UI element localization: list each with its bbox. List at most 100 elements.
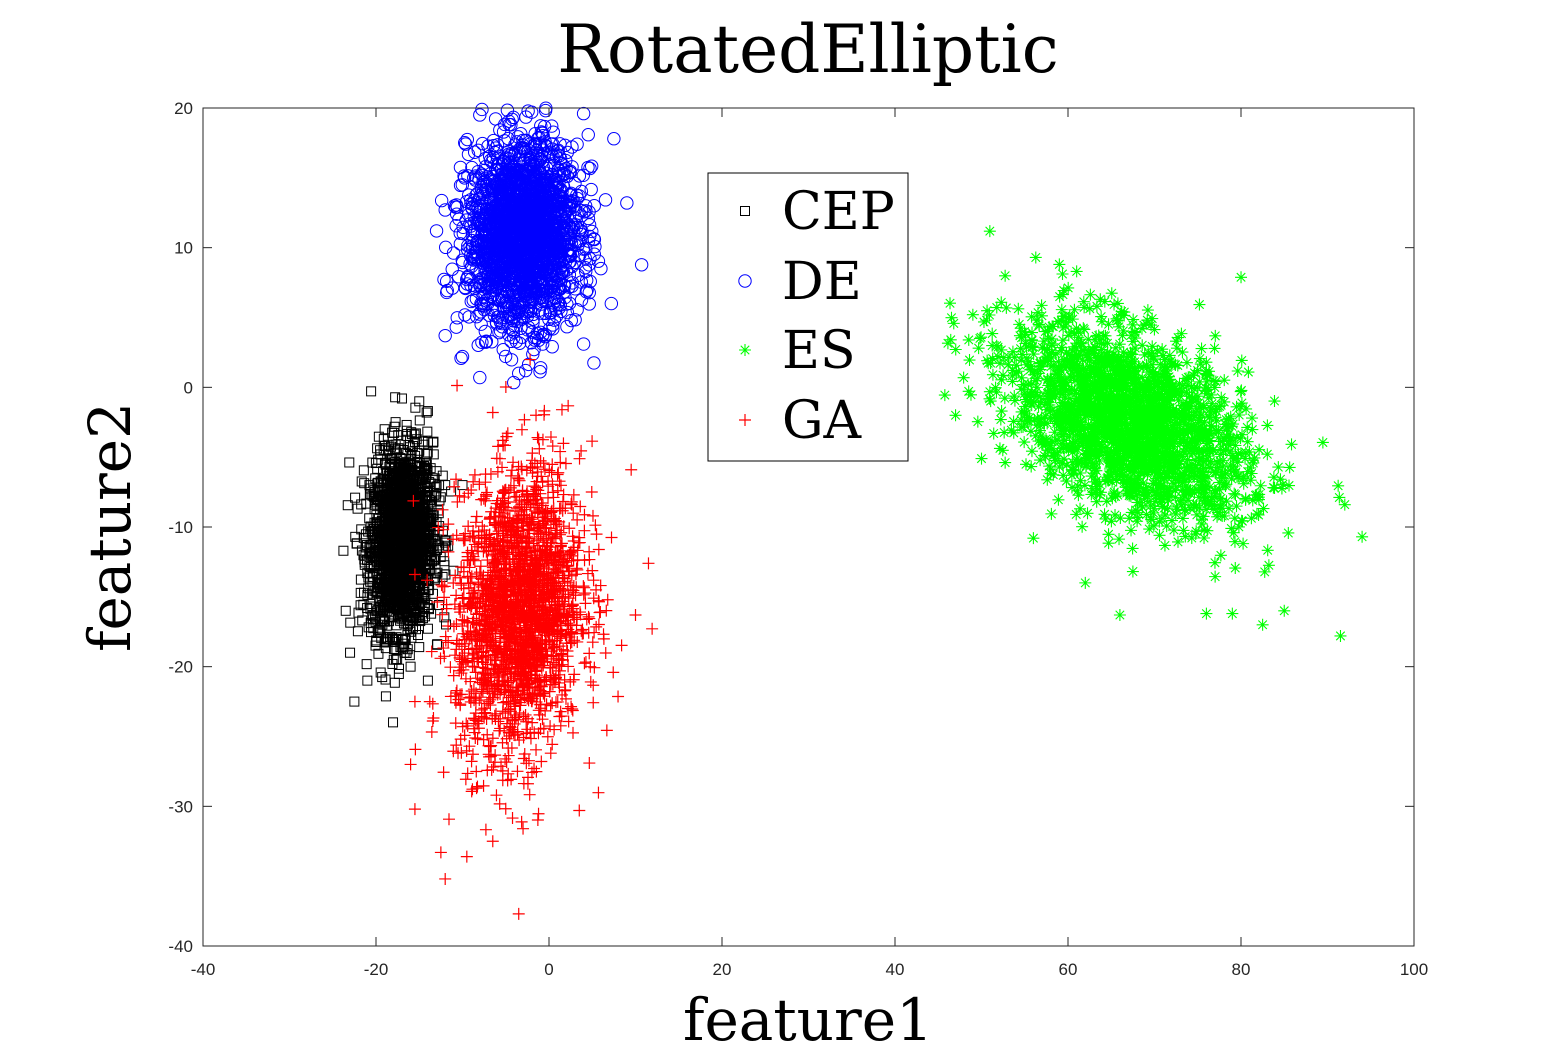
data-point [390, 439, 401, 450]
data-point [393, 668, 404, 679]
data-point [396, 511, 407, 522]
data-point [377, 552, 388, 563]
data-point [358, 465, 369, 476]
data-point [370, 640, 381, 651]
data-point [394, 459, 405, 470]
data-point [396, 565, 407, 576]
data-point [364, 541, 375, 552]
data-point [385, 631, 396, 642]
data-point [380, 516, 391, 527]
data-point [392, 531, 403, 542]
data-point [410, 545, 421, 556]
data-point [400, 579, 411, 590]
data-point [342, 500, 353, 511]
data-point [338, 545, 349, 556]
data-point [359, 554, 370, 565]
data-point [398, 481, 409, 492]
data-point [407, 560, 418, 571]
data-point [1025, 445, 1038, 458]
data-point [485, 335, 499, 349]
data-point [587, 247, 602, 261]
data-point [423, 603, 434, 614]
data-point [424, 507, 435, 518]
data-point [460, 132, 475, 147]
data-point [370, 553, 381, 564]
data-point [414, 615, 425, 626]
data-point [475, 168, 490, 183]
data-point [395, 602, 406, 613]
data-point [403, 619, 414, 630]
data-point [406, 484, 417, 495]
data-point [1056, 268, 1069, 281]
data-point [406, 616, 417, 627]
data-point [403, 595, 414, 606]
data-point [399, 553, 410, 564]
data-point [422, 436, 433, 447]
data-point [380, 545, 391, 556]
data-point [340, 605, 351, 616]
data-point [439, 560, 450, 571]
data-point [367, 568, 378, 579]
data-point [367, 592, 378, 603]
data-point [361, 659, 372, 670]
data-point [368, 585, 379, 596]
data-point [387, 466, 398, 477]
data-point [377, 672, 388, 683]
data-point [387, 523, 398, 534]
data-point [424, 477, 435, 488]
data-point [435, 492, 446, 503]
data-point [373, 454, 384, 465]
data-point [518, 363, 533, 378]
data-point [378, 552, 389, 563]
data-point [389, 539, 400, 550]
data-point [392, 610, 403, 621]
data-point [435, 551, 446, 562]
data-point [424, 495, 435, 506]
data-point [375, 603, 386, 614]
data-point [373, 484, 384, 495]
data-point [403, 559, 414, 570]
data-point [405, 661, 416, 672]
data-point [345, 617, 356, 628]
data-point [533, 361, 548, 375]
data-point [414, 415, 425, 426]
data-point [1076, 520, 1089, 533]
data-point [391, 644, 402, 655]
data-point [947, 317, 960, 330]
data-point [391, 604, 402, 615]
data-point [417, 613, 428, 624]
data-point [414, 396, 425, 407]
data-point [413, 485, 424, 496]
data-point [381, 620, 392, 631]
data-point [414, 642, 425, 653]
data-point [431, 466, 442, 477]
data-point [406, 450, 417, 461]
data-point [403, 580, 414, 591]
data-point [373, 431, 384, 442]
data-point [476, 289, 490, 304]
data-point [368, 560, 379, 571]
data-point [963, 354, 976, 367]
data-point [379, 424, 390, 435]
data-point [422, 447, 433, 458]
data-point [382, 486, 393, 497]
data-point [422, 675, 433, 686]
chart-title: RotatedElliptic [557, 11, 1058, 88]
data-point [389, 593, 400, 604]
data-point [405, 442, 416, 453]
data-point [421, 407, 432, 418]
data-point [429, 574, 440, 585]
data-point [372, 550, 383, 561]
data-point [371, 510, 382, 521]
marker-layer [338, 101, 1369, 920]
data-point [378, 559, 389, 570]
data-point [350, 531, 361, 542]
data-point [1229, 562, 1242, 575]
data-point [423, 485, 434, 496]
data-point [382, 473, 393, 484]
data-point [380, 459, 391, 470]
data-point [399, 647, 410, 658]
data-point [995, 405, 1008, 418]
data-point [422, 406, 433, 417]
